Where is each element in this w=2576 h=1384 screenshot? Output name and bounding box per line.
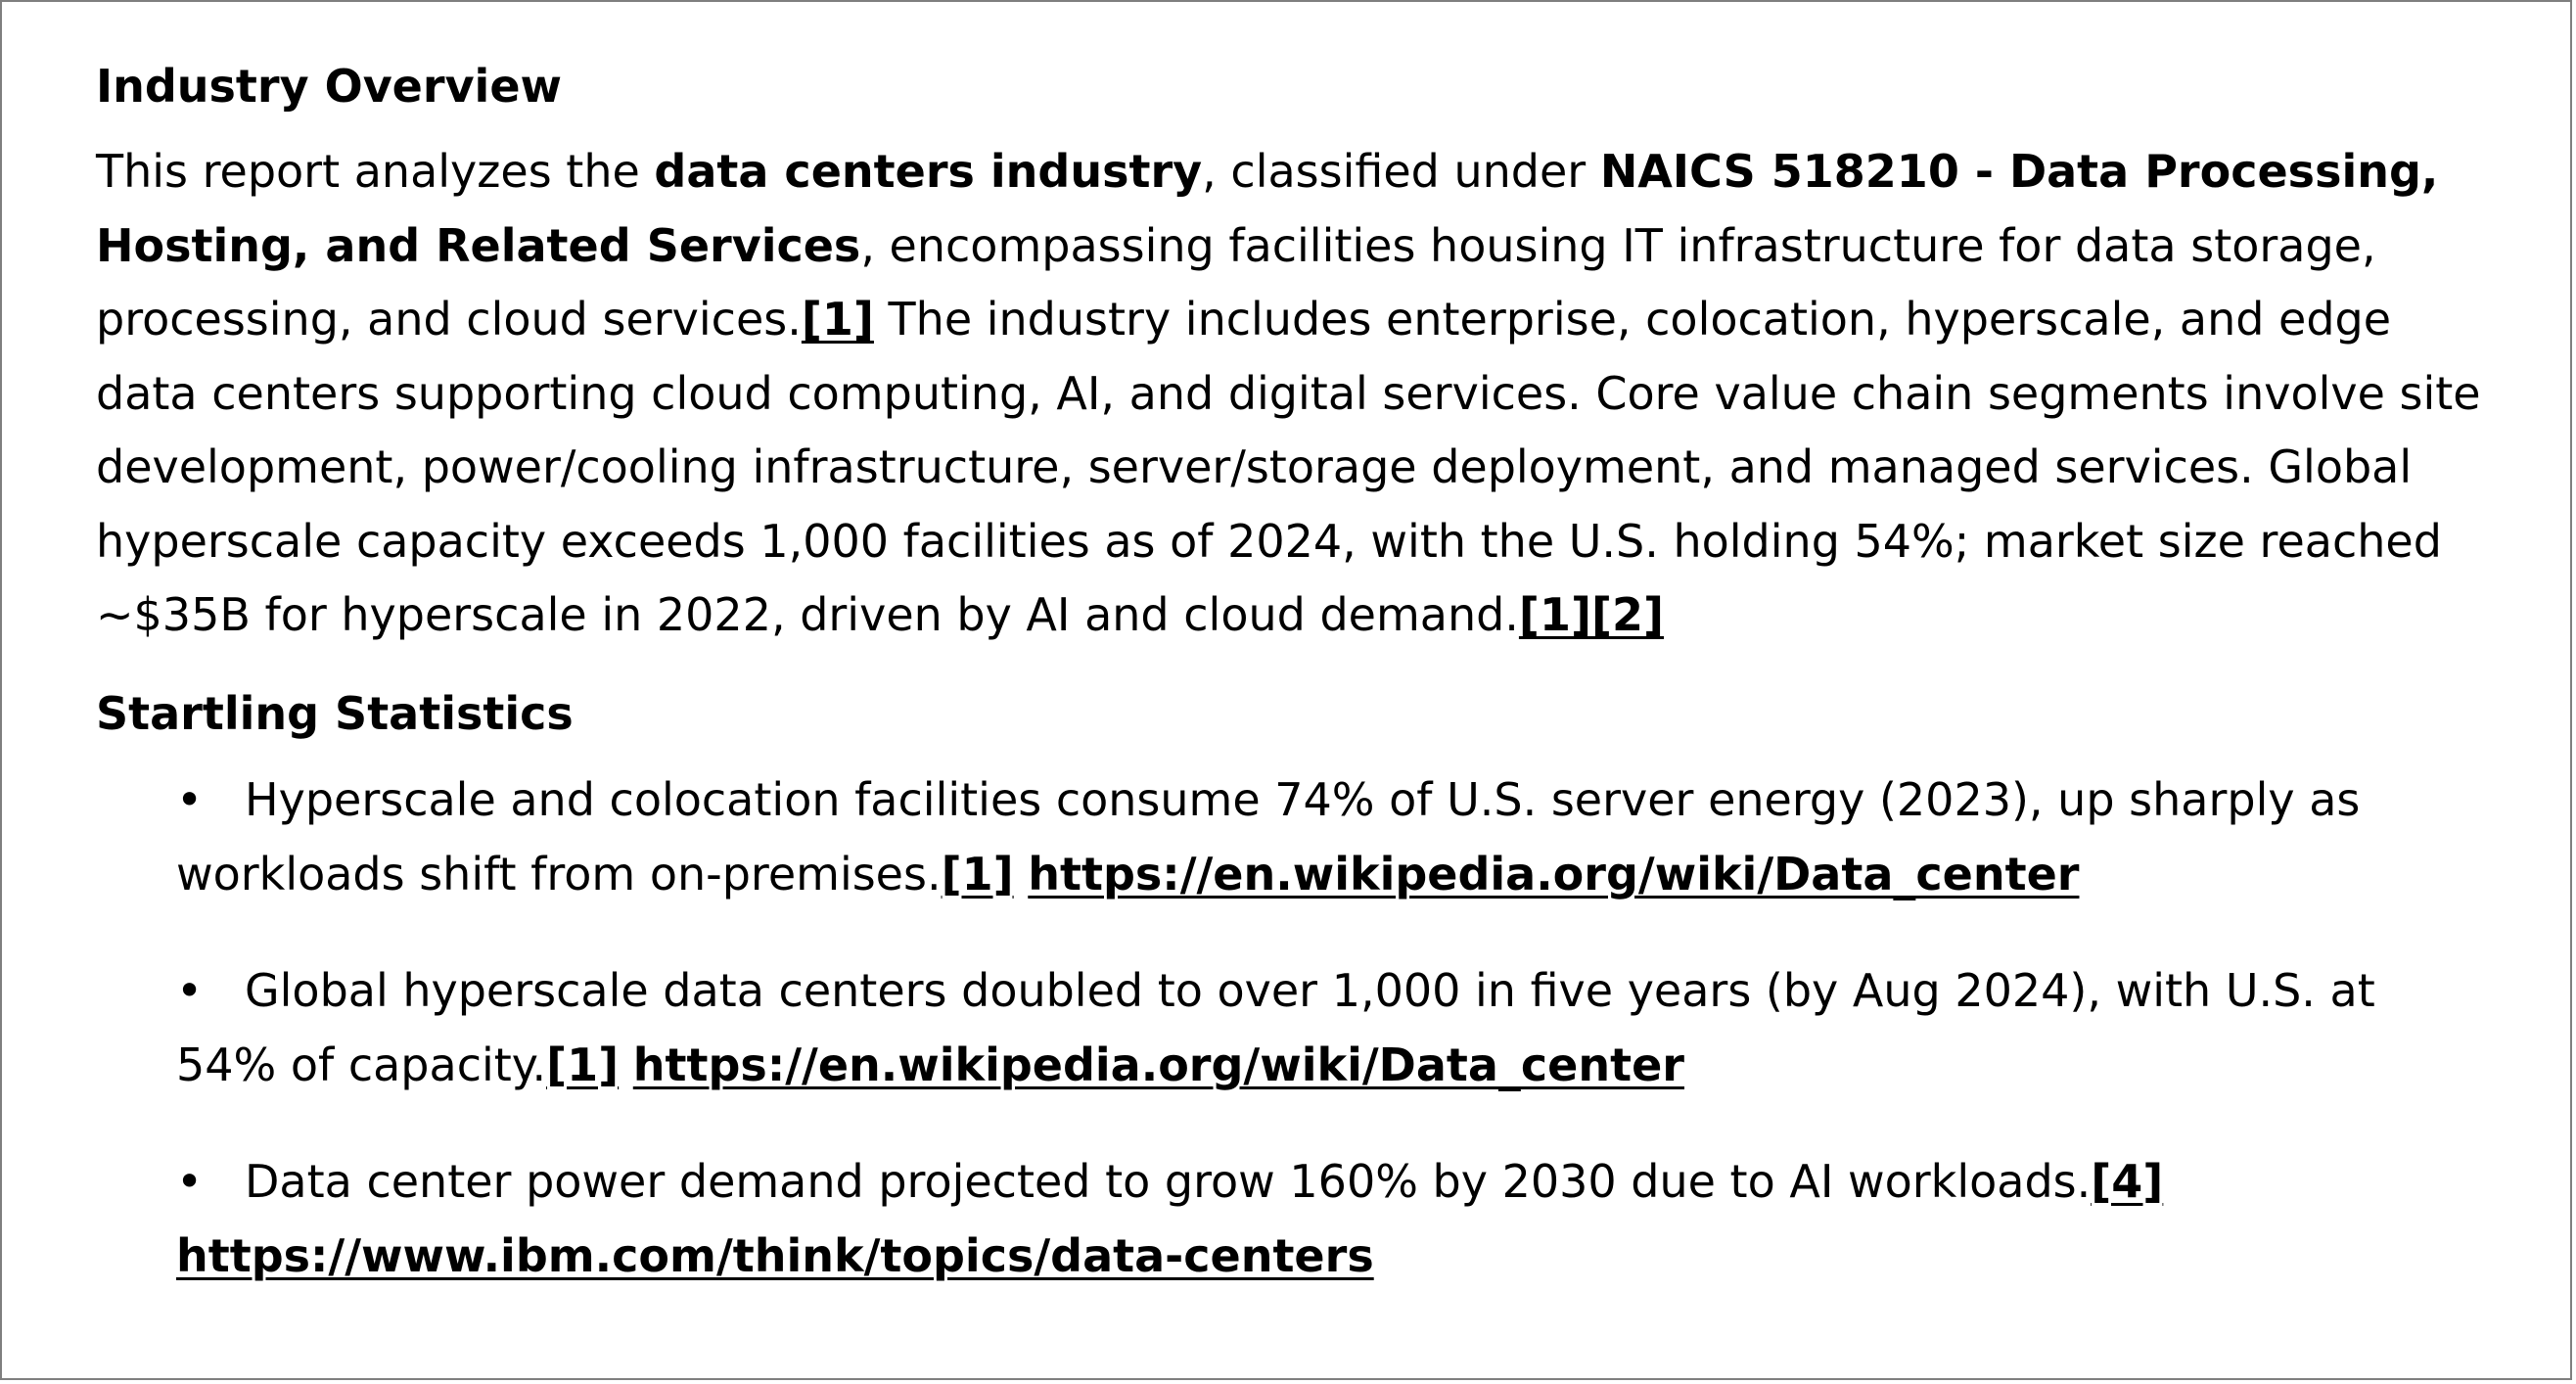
industry-overview-paragraph: This report analyzes the data centers in… bbox=[96, 135, 2484, 653]
citation-link[interactable]: [4] bbox=[2091, 1154, 2164, 1208]
intro-text: This report analyzes the bbox=[96, 145, 655, 198]
statistic-text: Hyperscale and colocation facilities con… bbox=[176, 772, 2361, 900]
startling-statistics-heading: Startling Statistics bbox=[96, 686, 574, 740]
naics-code: NAICS 518210 - Data Processing, Hosting,… bbox=[96, 145, 2439, 272]
statistics-list: • Hyperscale and colocation facilities co… bbox=[96, 762, 2484, 1293]
citation-link-1b[interactable]: [1] bbox=[1518, 588, 1591, 641]
list-item: • Data center power demand projected to g… bbox=[176, 1144, 2484, 1293]
citation-link[interactable]: [1] bbox=[941, 847, 1014, 900]
statistic-text: Data center power demand projected to gr… bbox=[245, 1154, 2092, 1208]
industry-overview-heading: Industry Overview bbox=[96, 60, 563, 113]
list-item: • Global hyperscale data centers doubled … bbox=[176, 953, 2484, 1102]
source-url-link[interactable]: https://www.ibm.com/think/topics/data-ce… bbox=[176, 1228, 1374, 1282]
industry-name: data centers industry bbox=[654, 145, 1203, 198]
list-item: • Hyperscale and colocation facilities co… bbox=[176, 762, 2484, 911]
citation-link[interactable]: [1] bbox=[546, 1038, 620, 1091]
citation-link-2[interactable]: [2] bbox=[1590, 588, 1665, 641]
bullet-icon: • bbox=[176, 1154, 204, 1208]
statistic-text: Global hyperscale data centers doubled t… bbox=[176, 963, 2375, 1091]
report-content: Industry Overview This report analyzes t… bbox=[96, 43, 2484, 1335]
classification-text: , classified under bbox=[1202, 145, 1600, 198]
source-url-link[interactable]: https://en.wikipedia.org/wiki/Data_cente… bbox=[1028, 847, 2080, 900]
bullet-icon: • bbox=[176, 963, 204, 1017]
overview-text: The industry includes enterprise, coloca… bbox=[96, 293, 2481, 641]
citation-link-1[interactable]: [1] bbox=[801, 293, 874, 346]
source-url-link[interactable]: https://en.wikipedia.org/wiki/Data_cente… bbox=[632, 1038, 1684, 1091]
bullet-icon: • bbox=[176, 772, 204, 826]
scope-text: , encompassing facilities housing IT inf… bbox=[96, 218, 2376, 346]
